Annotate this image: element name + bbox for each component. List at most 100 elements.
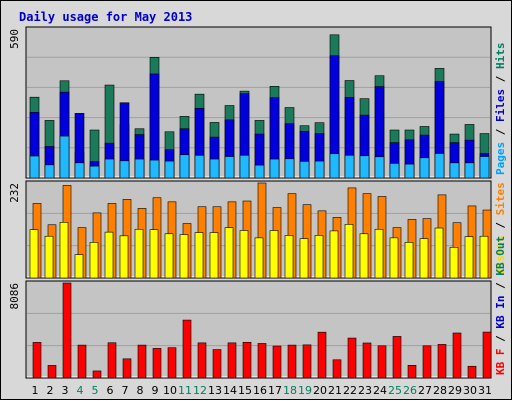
bar	[167, 347, 177, 379]
bar	[119, 160, 130, 179]
x-tick-label: 12	[193, 384, 207, 397]
bar	[449, 162, 460, 179]
x-tick-label: 30	[463, 384, 477, 397]
legend-bottom: KB F / KB In / KB Out	[494, 236, 507, 375]
bar	[47, 365, 57, 379]
x-tick-label: 31	[478, 384, 492, 397]
bar	[389, 237, 399, 279]
x-tick-label: 3	[62, 384, 69, 397]
legend-entry: /	[494, 276, 507, 296]
bar	[254, 164, 265, 179]
bar	[389, 163, 400, 179]
x-tick-label: 13	[208, 384, 222, 397]
bar	[122, 358, 132, 379]
bar	[224, 156, 235, 179]
bar	[479, 156, 490, 179]
bar	[419, 238, 429, 279]
legend-middle: Visits / Sites	[494, 182, 507, 275]
bar	[107, 342, 117, 379]
bar	[347, 337, 357, 379]
panel-top: 590 Pages / Files / Hits	[8, 26, 507, 179]
x-tick-label: 1	[32, 384, 39, 397]
bar	[482, 331, 492, 379]
x-tick-label: 9	[152, 384, 159, 397]
bar	[149, 159, 160, 179]
bar	[242, 341, 252, 379]
legend-entry: /	[494, 329, 507, 349]
bar	[437, 344, 447, 379]
bar	[419, 157, 430, 179]
bar	[272, 345, 282, 379]
bar	[479, 235, 489, 279]
bar	[74, 162, 85, 179]
x-tick-label: 21	[328, 384, 342, 397]
x-tick-label: 4	[77, 384, 84, 397]
bar	[434, 153, 445, 179]
legend-entry: Visits	[494, 235, 507, 275]
x-tick-label: 16	[253, 384, 267, 397]
legend-entry: KB Out	[494, 236, 507, 276]
legend-entry: KB F	[494, 349, 507, 376]
bar	[89, 242, 99, 279]
bar	[392, 336, 402, 379]
bar	[209, 232, 219, 279]
legend-entry: /	[494, 122, 507, 142]
bar	[194, 232, 204, 279]
bar	[59, 222, 69, 279]
series-visits	[29, 222, 489, 279]
bar	[377, 345, 387, 379]
legend-entry: /	[494, 215, 507, 235]
bar	[287, 344, 297, 379]
bar	[299, 161, 310, 179]
bar	[269, 230, 279, 279]
x-tick-label: 17	[268, 384, 282, 397]
legend-entry: Sites	[494, 182, 507, 215]
bar	[104, 158, 115, 179]
series-kb-f	[32, 282, 492, 379]
bar	[224, 227, 234, 279]
bar	[239, 154, 250, 179]
series-files	[29, 55, 490, 179]
bar	[182, 319, 192, 379]
bar	[407, 365, 417, 379]
bar	[134, 228, 144, 279]
bar	[137, 344, 147, 379]
bar	[314, 160, 325, 179]
bar	[77, 344, 87, 379]
bar	[329, 153, 340, 179]
bar	[284, 158, 295, 179]
x-tick-label: 7	[122, 384, 129, 397]
x-tick-label: 15	[238, 384, 252, 397]
bar	[302, 344, 312, 379]
bar	[257, 343, 267, 379]
panel-bottom: 8086 KB F / KB In / KB Out	[8, 236, 507, 379]
bar	[317, 331, 327, 379]
bar	[227, 342, 237, 379]
bar	[44, 235, 54, 279]
legend-top: Pages / Files / Hits	[494, 43, 507, 176]
bar	[449, 246, 459, 279]
bar	[134, 158, 145, 179]
y-max-label: 8086	[8, 283, 21, 310]
x-tick-label: 22	[343, 384, 357, 397]
x-tick-label: 25	[388, 384, 402, 397]
x-tick-label: 28	[433, 384, 447, 397]
bar	[467, 365, 477, 379]
legend-entry: KB In	[494, 296, 507, 329]
bar	[359, 155, 370, 179]
x-axis: 1 2 3 4 5 6 7 8 9 10 11 12 13 14 15 16 17 18 19 20 21 22 23 24 2…	[32, 384, 493, 397]
bar	[314, 235, 324, 279]
bar	[344, 224, 354, 279]
x-tick-label: 23	[358, 384, 372, 397]
x-tick-label: 11	[178, 384, 192, 397]
legend-entry: Hits	[494, 43, 507, 70]
x-tick-label: 6	[107, 384, 114, 397]
bar	[239, 230, 249, 279]
bar	[164, 160, 175, 179]
bar	[332, 359, 342, 379]
bar	[164, 233, 174, 279]
bar	[209, 158, 220, 179]
chart-panels: 590 Pages / Files / Hits 232 Visits / Sites…	[8, 26, 507, 379]
